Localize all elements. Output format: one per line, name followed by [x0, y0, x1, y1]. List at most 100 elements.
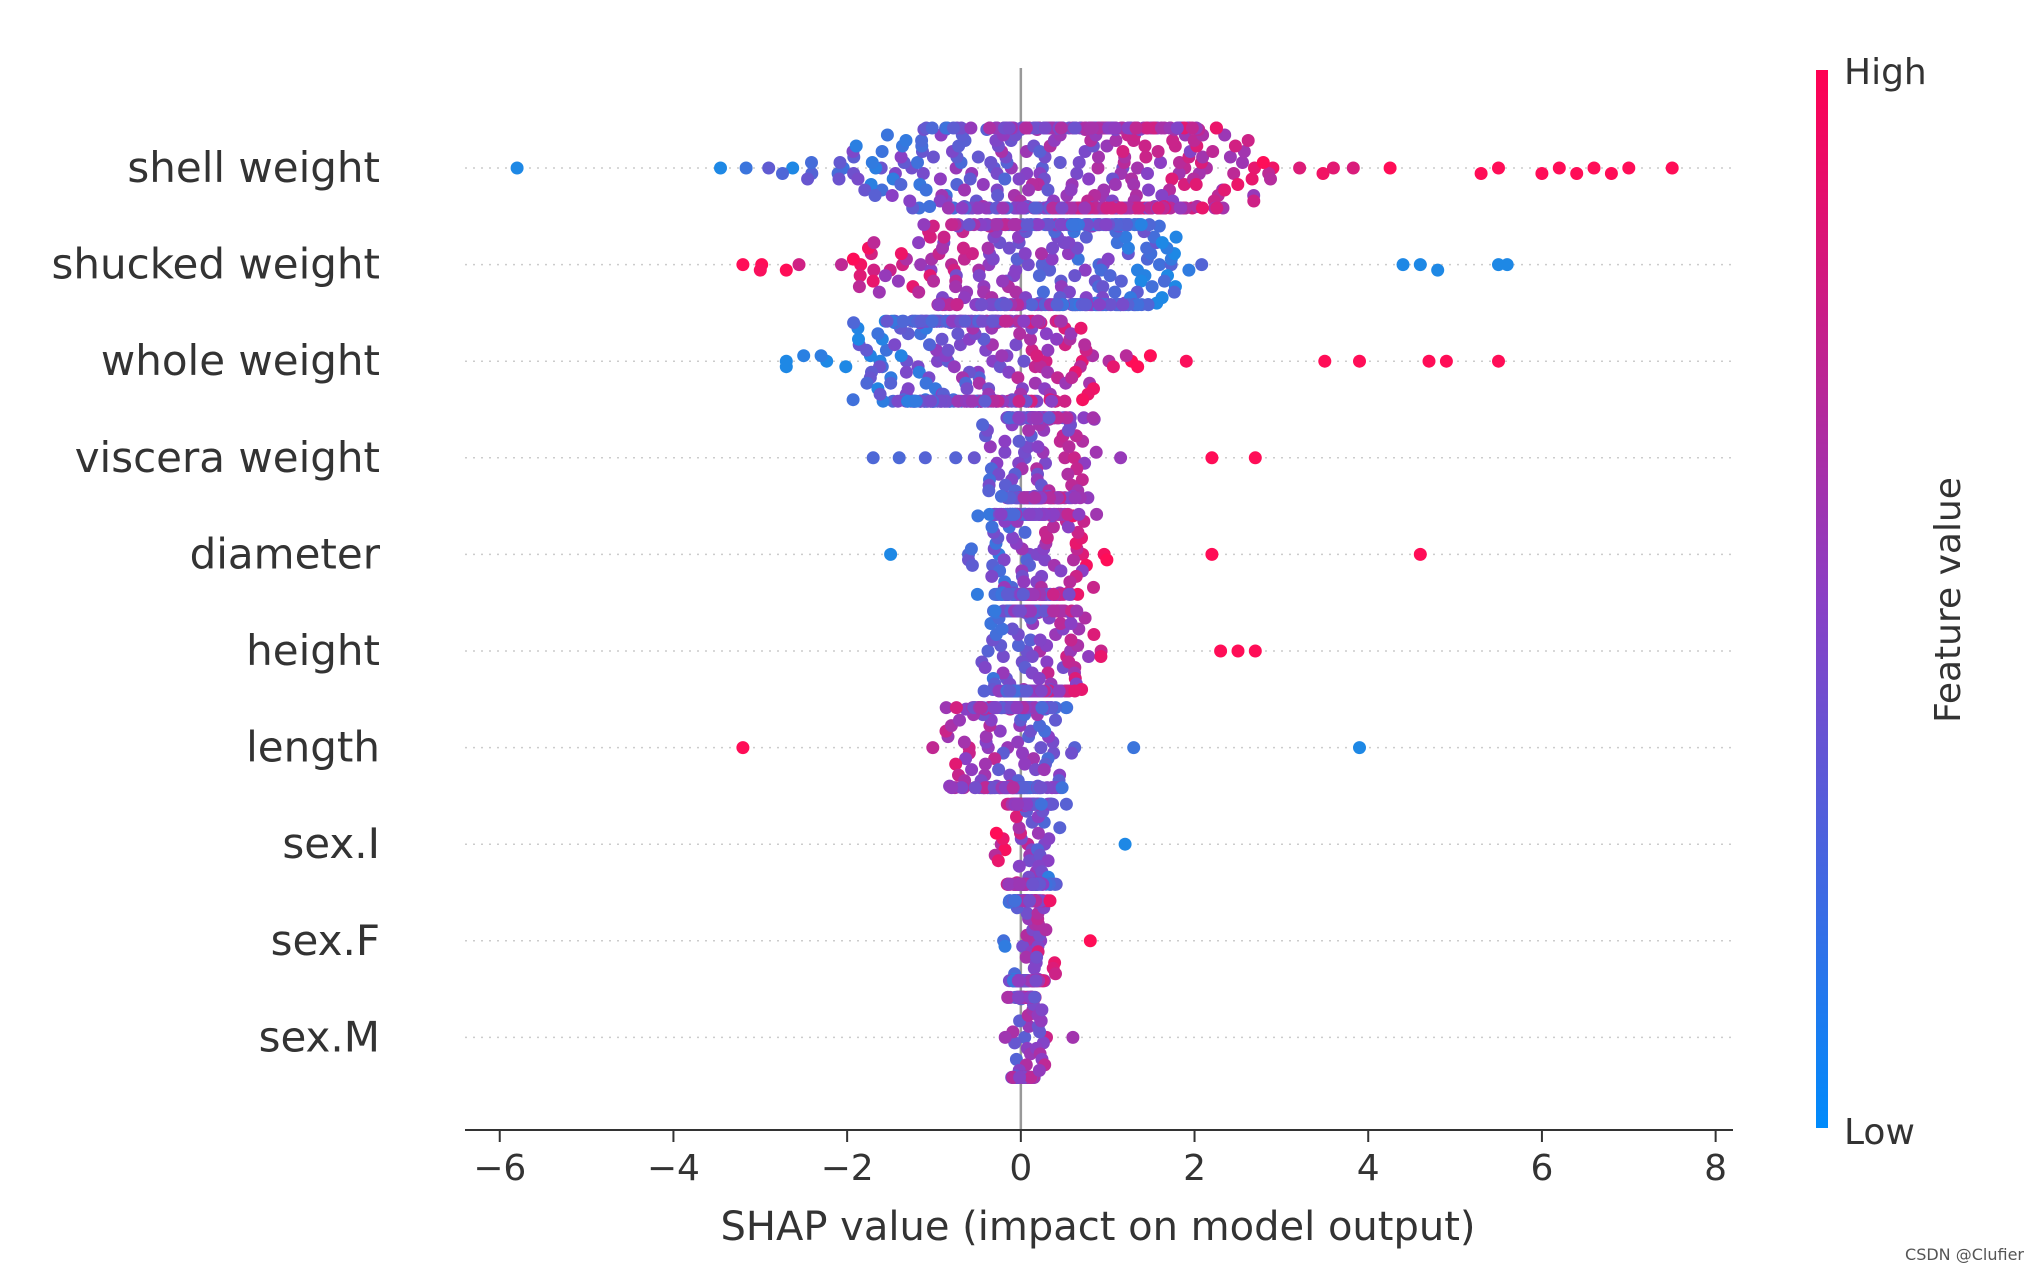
swarm-dot [1121, 241, 1135, 255]
swarm-dot [1020, 684, 1034, 698]
swarm-dot [960, 382, 974, 396]
swarm-dot [986, 314, 1000, 328]
swarm-dot [1179, 354, 1193, 368]
swarm-dot [1023, 894, 1036, 908]
swarm-dot [866, 451, 880, 465]
swarm-dot [805, 156, 818, 169]
swarm-dot [1026, 587, 1040, 601]
swarm-dot [962, 218, 976, 232]
swarm-dot [1141, 298, 1155, 312]
swarm-dot [846, 393, 860, 407]
swarm-dot [846, 252, 860, 266]
swarm-dot [971, 509, 985, 523]
swarm-dot [925, 314, 939, 328]
swarm-dot [839, 360, 853, 374]
swarm-dot [1151, 145, 1165, 158]
swarm-dot [1090, 507, 1104, 521]
swarm-dot [1031, 440, 1045, 454]
swarm-dot [884, 376, 898, 390]
swarm-dot [998, 939, 1012, 953]
swarm-dot [1196, 201, 1209, 215]
swarm-dot [1071, 252, 1085, 266]
swarm-dot [1013, 327, 1027, 341]
swarm-dot [1017, 781, 1031, 795]
swarm-dot [1029, 974, 1043, 988]
swarm-dot [995, 349, 1009, 363]
swarm-dot [899, 134, 913, 147]
swarm-dot [1046, 241, 1060, 255]
swarm-dot [1154, 156, 1167, 169]
swarm-dot [996, 650, 1010, 663]
swarm-dot [1033, 633, 1047, 647]
x-axis-label: SHAP value (impact on model output) [721, 1204, 1476, 1250]
swarm-dot [899, 365, 913, 379]
swarm-dot [998, 478, 1012, 492]
swarm-dot [1413, 547, 1427, 561]
swarm-dot [941, 201, 955, 215]
swarm-dot [1132, 201, 1146, 215]
swarm-dot [1041, 365, 1055, 379]
swarm-dot [1030, 349, 1044, 363]
swarm-dot [1139, 150, 1153, 164]
swarm-dot [998, 843, 1012, 857]
swarm-dot [1114, 451, 1128, 465]
swarm-dot [965, 394, 979, 408]
swarm-dot [1413, 258, 1427, 272]
swarm-dot [978, 394, 992, 408]
swarm-dot [936, 241, 949, 255]
swarm-dot [914, 258, 928, 272]
swarm-dot [1018, 1030, 1032, 1044]
swarm-dot [991, 854, 1005, 868]
swarm-dot [927, 274, 940, 288]
swarm-dot [1140, 241, 1154, 255]
swarm-dot [867, 263, 881, 277]
swarm-dot [891, 274, 905, 288]
swarm-dot [1054, 121, 1068, 135]
swarm-dot [959, 752, 973, 766]
swarm-dot [1006, 781, 1020, 795]
swarm-dot [995, 622, 1009, 636]
swarm-dot [1103, 298, 1117, 312]
swarm-dot [996, 201, 1010, 215]
swarm-dot [1054, 314, 1068, 328]
swarm-dot [972, 269, 986, 283]
swarm-dot [801, 172, 815, 186]
swarm-dot [955, 781, 969, 795]
feature-label: sex.F [271, 916, 380, 965]
swarm-dot [1024, 604, 1038, 618]
swarm-dot [949, 757, 963, 771]
swarm-dot [1065, 746, 1079, 760]
swarm-dot [1167, 285, 1181, 299]
swarm-dot [865, 156, 879, 169]
feature-label: sex.M [259, 1012, 380, 1061]
swarm-dot [1218, 183, 1232, 197]
swarm-dot [1074, 321, 1088, 335]
feature-label: shucked weight [52, 240, 381, 289]
swarm-dot [977, 684, 991, 698]
swarm-dot [1017, 354, 1031, 368]
swarm-dot [1067, 553, 1080, 567]
swarm-dot [1060, 411, 1074, 425]
swarm-dot [868, 189, 882, 202]
swarm-dot [1008, 894, 1022, 908]
swarm-dot [1054, 617, 1068, 630]
swarm-dot [1043, 263, 1057, 277]
swarm-dot [1003, 411, 1016, 425]
swarm-dot [1038, 553, 1052, 567]
swarm-dot [1214, 644, 1228, 658]
swarm-dot [1119, 230, 1133, 244]
swarm-dot [1068, 491, 1082, 505]
swarm-dot [779, 360, 793, 374]
swarm-dot [891, 394, 905, 408]
swarm-dot [1065, 218, 1079, 232]
swarm-dot [1143, 349, 1157, 363]
swarm-dot [1070, 167, 1084, 180]
swarm-dot [1236, 156, 1249, 169]
swarm-dot [1092, 150, 1105, 164]
beeswarm-dots [510, 121, 1679, 1084]
swarm-dot [1140, 121, 1154, 135]
swarm-dot [978, 661, 992, 674]
swarm-dot [912, 236, 926, 250]
swarm-dot [1075, 473, 1089, 487]
swarm-dot [1063, 575, 1077, 589]
